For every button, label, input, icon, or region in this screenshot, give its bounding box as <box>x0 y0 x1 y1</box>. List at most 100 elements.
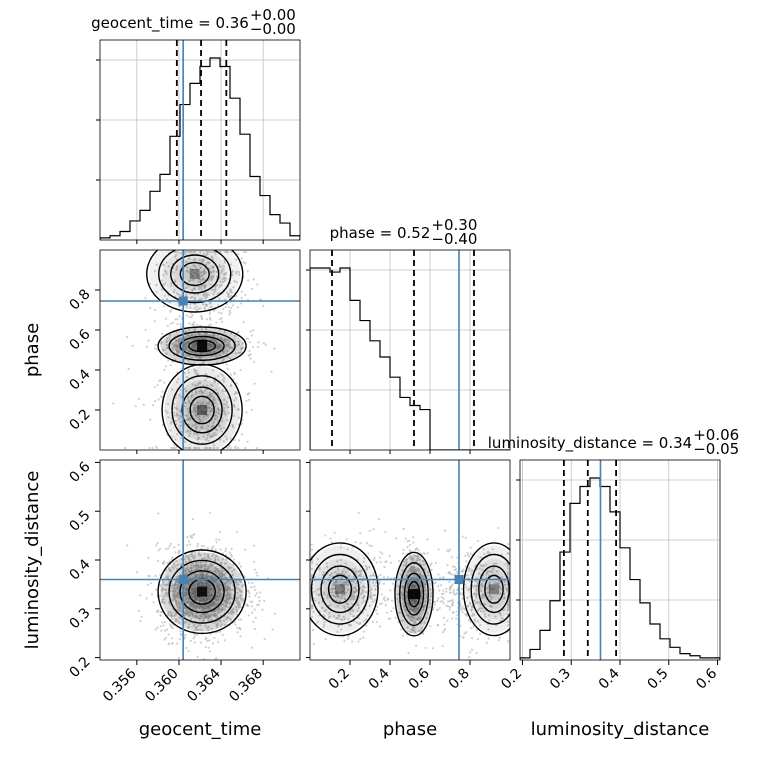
sample-point <box>215 428 219 432</box>
sample-point <box>159 625 163 628</box>
sample-point <box>246 589 250 592</box>
sample-point <box>200 576 203 579</box>
sample-point <box>213 636 216 639</box>
sample-point <box>416 557 419 560</box>
y-tick-label: 0.2 <box>67 654 94 681</box>
sample-point <box>179 609 182 613</box>
sample-point <box>503 580 506 583</box>
sample-point <box>456 572 459 575</box>
sample-point <box>203 567 207 571</box>
sample-point <box>466 596 469 599</box>
sample-point <box>190 338 193 341</box>
sample-point <box>160 589 164 592</box>
sample-point <box>219 318 222 321</box>
sample-point <box>215 572 218 575</box>
sample-point <box>254 594 257 597</box>
sample-point <box>429 594 432 598</box>
sample-point <box>185 306 189 309</box>
sample-point <box>170 446 173 450</box>
sample-point <box>497 639 500 642</box>
sample-point <box>204 378 207 382</box>
sample-point <box>213 603 216 606</box>
y-tick-label: 0.3 <box>67 605 94 632</box>
sample-point <box>392 606 395 610</box>
sample-point <box>250 408 253 411</box>
sample-point <box>406 584 409 588</box>
sample-point <box>233 392 236 396</box>
sample-point <box>144 296 147 300</box>
sample-point <box>206 586 209 589</box>
sample-point <box>180 395 183 399</box>
sample-point <box>401 634 404 638</box>
sample-point <box>162 305 165 308</box>
sample-point <box>336 560 339 563</box>
sample-point <box>222 351 225 354</box>
sample-point <box>240 605 243 609</box>
sample-point <box>473 599 476 603</box>
sample-point <box>357 570 360 573</box>
sample-point <box>162 349 165 352</box>
sample-point <box>179 633 182 636</box>
sample-point <box>185 418 188 421</box>
sample-point <box>445 590 448 593</box>
sample-point <box>499 587 503 591</box>
sample-point <box>168 336 171 339</box>
x-tick-label: 0.5 <box>645 666 672 693</box>
sample-point <box>175 594 178 597</box>
sample-point <box>190 357 193 360</box>
sample-point <box>445 587 448 590</box>
sample-point <box>196 606 199 609</box>
sample-point <box>219 250 222 254</box>
sample-point <box>212 574 215 577</box>
sample-point <box>406 626 409 629</box>
sample-point <box>183 405 186 408</box>
sample-point <box>191 290 194 293</box>
contour <box>168 559 236 624</box>
sample-point <box>389 561 392 564</box>
sample-point <box>240 302 243 305</box>
sample-point <box>206 253 209 256</box>
sample-point <box>408 605 411 608</box>
sample-point <box>369 585 372 588</box>
sample-point <box>207 614 210 618</box>
sample-point <box>216 344 219 347</box>
sample-point <box>460 587 463 591</box>
sample-point <box>462 568 465 571</box>
sample-point <box>230 588 233 591</box>
sample-point <box>198 324 202 327</box>
sample-point <box>386 576 389 579</box>
sample-point <box>216 361 219 364</box>
sample-point <box>362 597 365 600</box>
sample-point <box>476 638 480 641</box>
sample-point <box>189 276 192 279</box>
sample-point <box>166 576 170 579</box>
sample-point <box>417 630 420 633</box>
sample-point <box>384 599 387 602</box>
sample-point <box>244 548 247 551</box>
sample-point <box>430 562 433 565</box>
sample-point <box>187 568 190 572</box>
sample-point <box>253 585 256 588</box>
sample-point <box>230 596 233 599</box>
sample-point <box>184 389 188 392</box>
sample-point <box>209 323 212 326</box>
sample-point <box>328 612 331 615</box>
sample-point <box>332 594 335 597</box>
sample-point <box>312 642 315 646</box>
sample-point <box>468 580 471 583</box>
sample-point <box>229 296 232 299</box>
sample-point <box>230 547 233 551</box>
sample-point <box>196 542 200 545</box>
sample-point <box>340 596 343 600</box>
sample-point <box>227 292 230 295</box>
panel-frame <box>99 249 301 451</box>
sample-point <box>189 592 192 595</box>
sample-point <box>487 614 491 617</box>
sample-point <box>221 633 224 636</box>
sample-point <box>175 268 178 272</box>
sample-point <box>418 558 421 561</box>
sample-point <box>451 583 454 586</box>
sample-point <box>248 398 251 401</box>
sample-point <box>237 600 241 603</box>
sample-point <box>264 343 267 346</box>
